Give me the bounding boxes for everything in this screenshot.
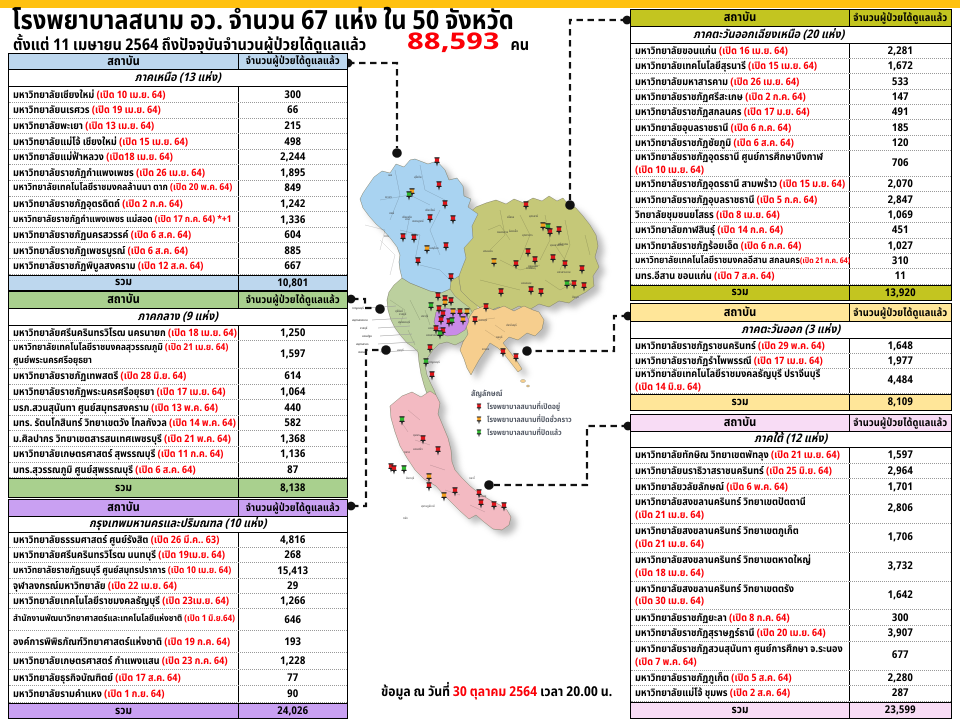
- svg-text:กาญจนบุรี: กาญจนบุรี: [352, 306, 364, 311]
- svg-text:เลย: เลย: [388, 174, 393, 178]
- svg-text:กาญจนบุรี: กาญจนบุรี: [428, 360, 440, 365]
- svg-text:พิษณุโลก: พิษณุโลก: [428, 246, 439, 251]
- svg-text:นครปฐม: นครปฐม: [362, 334, 372, 339]
- svg-text:ยโสธร: ยโสธร: [507, 215, 515, 220]
- svg-text:ตาก: ตาก: [384, 235, 389, 239]
- svg-text:โรงพยาบาลสนามที่ปิดแล้ว: โรงพยาบาลสนามที่ปิดแล้ว: [487, 427, 562, 439]
- svg-text:โรงพยาบาลสนามที่ปิดชั่วคราว: โรงพยาบาลสนามที่ปิดชั่วคราว: [487, 414, 572, 426]
- svg-text:ชุมพร: ชุมพร: [413, 434, 420, 438]
- svg-text:นครศรีฯ: นครศรีฯ: [413, 447, 423, 452]
- svg-text:สมุทรสงคราม: สมุทรสงคราม: [352, 319, 368, 323]
- svg-text:ระยอง: ระยอง: [482, 348, 490, 352]
- svg-text:เชียงใหม่: เชียงใหม่: [425, 208, 435, 213]
- svg-text:มุกดาหาร: มุกดาหาร: [522, 234, 533, 238]
- svg-text:ขอนแก่น: ขอนแก่น: [528, 264, 538, 269]
- svg-text:ปราจีนบุรี: ปราจีนบุรี: [506, 323, 517, 328]
- svg-text:ชัยภูมิ: ชัยภูมิ: [572, 295, 579, 300]
- svg-text:จันทบุรี: จันทบุรี: [406, 476, 415, 481]
- svg-text:ลพบุรี: ลพบุรี: [397, 348, 404, 353]
- svg-text:ตราด: ตราด: [404, 451, 410, 455]
- svg-text:นครพนม: นครพนม: [521, 282, 532, 286]
- svg-text:สุโขทัย: สุโขทัย: [414, 175, 422, 180]
- svg-text:นครราชสีมา: นครราชสีมา: [426, 333, 440, 338]
- svg-text:ชลบุรี: ชลบุรี: [496, 335, 503, 340]
- svg-text:ร้อยเอ็ด: ร้อยเอ็ด: [508, 229, 518, 234]
- svg-text:กระบี่: กระบี่: [469, 475, 475, 481]
- svg-text:มหาสารคาม: มหาสารคาม: [557, 271, 571, 275]
- svg-text:พะเยา: พะเยา: [385, 196, 392, 200]
- svg-text:เพชรบุรี: เพชรบุรี: [478, 318, 488, 323]
- svg-text:สกลนคร: สกลนคร: [483, 250, 493, 254]
- svg-text:กาฬสินธุ์: กาฬสินธุ์: [526, 266, 536, 271]
- svg-text:แพร่: แพร่: [389, 211, 395, 216]
- svg-text:ตรัง: ตรัง: [403, 516, 408, 521]
- svg-text:บุรีรัมย์: บุรีรัมย์: [395, 309, 403, 314]
- svg-text:ราชบุรี: ราชบุรี: [399, 312, 407, 317]
- svg-text:สุราษฎร์ธานี: สุราษฎร์ธานี: [421, 504, 435, 509]
- svg-text:อุดรธานี: อุดรธานี: [529, 214, 538, 219]
- svg-text:สระบุรี: สระบุรี: [421, 314, 429, 319]
- svg-text:อุบลราชธานี: อุบลราชธานี: [550, 243, 564, 248]
- svg-text:สุพรรณบุรี: สุพรรณบุรี: [398, 320, 411, 325]
- svg-text:น่าน: น่าน: [405, 217, 410, 222]
- svg-text:ศรีสะเกษ: ศรีสะเกษ: [558, 242, 568, 247]
- svg-text:หนองคาย: หนองคาย: [497, 231, 508, 235]
- svg-text:ราชบุรี: ราชบุรี: [360, 326, 368, 331]
- svg-text:เพชรบุรี: เพชรบุรี: [358, 350, 368, 355]
- svg-text:สัญลักษณ์: สัญลักษณ์: [471, 388, 503, 400]
- svg-text:เชียงราย: เชียงราย: [402, 215, 412, 220]
- svg-text:เพชรบูรณ์: เพชรบูรณ์: [412, 219, 424, 224]
- svg-text:สมุทรสาคร: สมุทรสาคร: [356, 343, 369, 347]
- svg-text:ระนอง: ระนอง: [479, 495, 487, 499]
- svg-text:โรงพยาบาลสนามที่เปิดอยู่: โรงพยาบาลสนามที่เปิดอยู่: [487, 401, 560, 413]
